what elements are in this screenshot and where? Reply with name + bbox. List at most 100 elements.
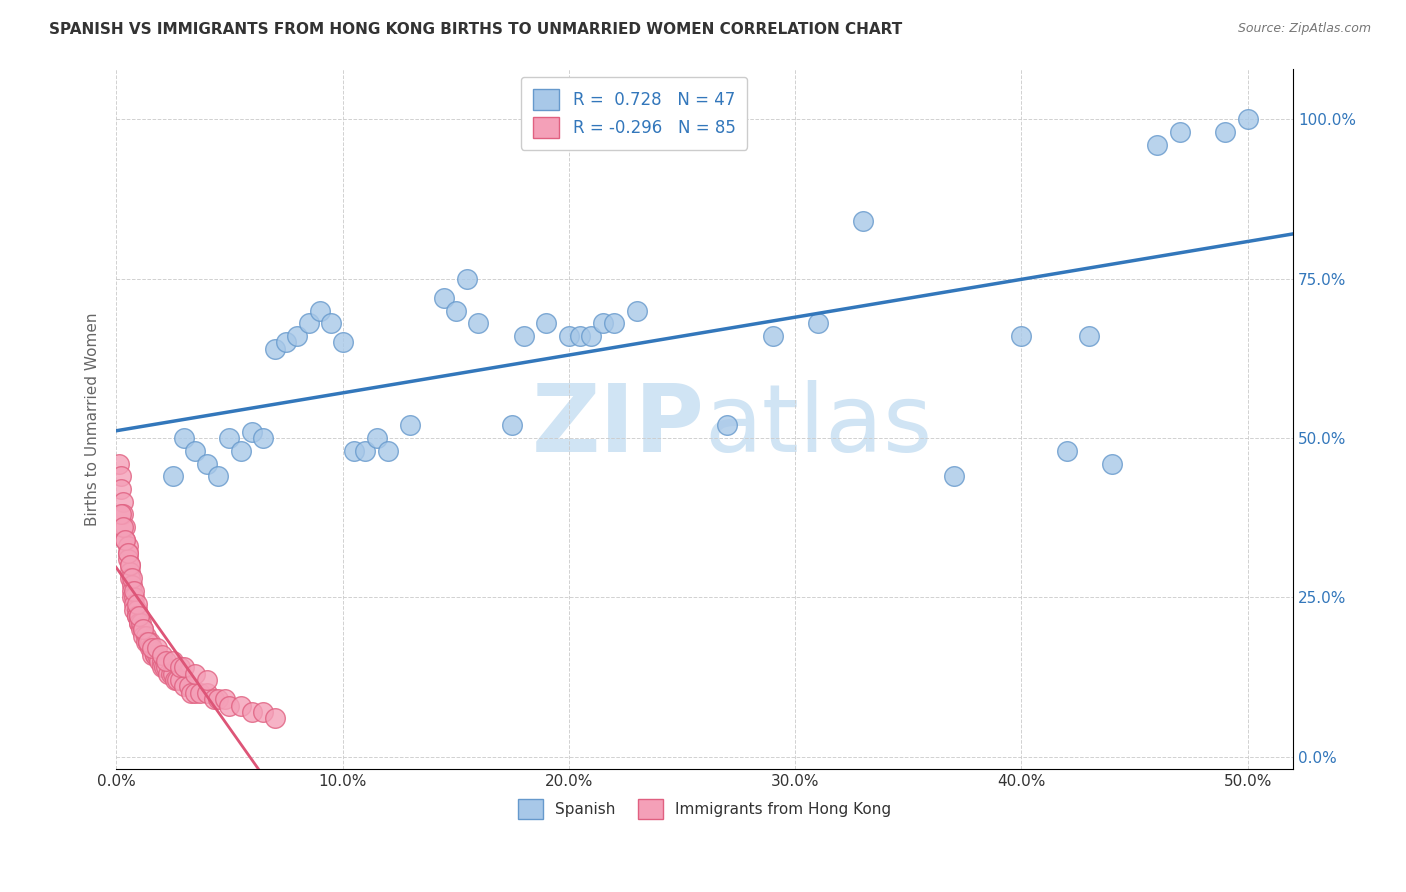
Point xyxy=(117,546,139,560)
Point xyxy=(146,648,169,662)
Point xyxy=(274,335,297,350)
Text: atlas: atlas xyxy=(704,380,932,472)
Point xyxy=(1236,112,1258,127)
Point xyxy=(112,508,135,522)
Point xyxy=(107,457,129,471)
Point xyxy=(173,431,195,445)
Point xyxy=(184,686,207,700)
Point xyxy=(162,654,184,668)
Point xyxy=(121,591,143,605)
Point xyxy=(399,418,422,433)
Point xyxy=(155,660,177,674)
Point xyxy=(165,673,187,687)
Point xyxy=(143,648,166,662)
Point xyxy=(184,443,207,458)
Point xyxy=(444,303,467,318)
Point xyxy=(218,431,240,445)
Point xyxy=(1010,329,1032,343)
Point xyxy=(534,317,557,331)
Point xyxy=(162,469,184,483)
Point xyxy=(569,329,592,343)
Point xyxy=(125,609,148,624)
Point xyxy=(202,692,225,706)
Point xyxy=(229,698,252,713)
Point xyxy=(125,597,148,611)
Point xyxy=(603,317,626,331)
Point xyxy=(321,317,343,331)
Point xyxy=(118,571,141,585)
Point xyxy=(558,329,581,343)
Point xyxy=(110,508,132,522)
Point xyxy=(207,469,229,483)
Point xyxy=(188,686,211,700)
Point xyxy=(214,692,236,706)
Point xyxy=(124,603,146,617)
Point xyxy=(229,443,252,458)
Point xyxy=(252,431,274,445)
Point xyxy=(467,317,489,331)
Point xyxy=(1213,125,1236,139)
Point xyxy=(456,272,478,286)
Point xyxy=(114,533,136,547)
Point xyxy=(124,597,146,611)
Point xyxy=(117,539,139,553)
Point xyxy=(309,303,332,318)
Point xyxy=(125,609,148,624)
Point xyxy=(155,654,177,668)
Point xyxy=(128,609,150,624)
Point xyxy=(141,641,163,656)
Point xyxy=(143,648,166,662)
Text: ZIP: ZIP xyxy=(531,380,704,472)
Point xyxy=(343,443,366,458)
Point xyxy=(195,673,218,687)
Point xyxy=(139,635,162,649)
Point xyxy=(366,431,388,445)
Y-axis label: Births to Unmarried Women: Births to Unmarried Women xyxy=(86,312,100,525)
Point xyxy=(150,648,173,662)
Point xyxy=(110,482,132,496)
Point xyxy=(146,641,169,656)
Point xyxy=(173,660,195,674)
Point xyxy=(1078,329,1101,343)
Point xyxy=(162,666,184,681)
Point xyxy=(139,641,162,656)
Point xyxy=(128,615,150,630)
Point xyxy=(166,673,188,687)
Point xyxy=(207,692,229,706)
Point xyxy=(1056,443,1078,458)
Point xyxy=(1168,125,1191,139)
Point xyxy=(263,711,285,725)
Point xyxy=(124,583,146,598)
Point xyxy=(114,520,136,534)
Point xyxy=(118,558,141,573)
Point xyxy=(240,705,263,719)
Point xyxy=(1146,138,1168,153)
Point xyxy=(180,686,202,700)
Point xyxy=(252,705,274,719)
Point xyxy=(626,303,648,318)
Point xyxy=(110,469,132,483)
Point xyxy=(581,329,603,343)
Point xyxy=(942,469,965,483)
Point xyxy=(112,494,135,508)
Point xyxy=(118,565,141,579)
Point xyxy=(177,680,200,694)
Point xyxy=(150,660,173,674)
Legend: Spanish, Immigrants from Hong Kong: Spanish, Immigrants from Hong Kong xyxy=(512,793,897,825)
Point xyxy=(117,552,139,566)
Point xyxy=(128,615,150,630)
Point xyxy=(118,558,141,573)
Point xyxy=(512,329,534,343)
Point xyxy=(152,660,174,674)
Point xyxy=(150,654,173,668)
Point xyxy=(354,443,377,458)
Point xyxy=(141,641,163,656)
Point xyxy=(114,533,136,547)
Point xyxy=(169,660,191,674)
Point xyxy=(141,648,163,662)
Point xyxy=(132,622,155,636)
Point xyxy=(195,686,218,700)
Point xyxy=(136,635,159,649)
Point xyxy=(807,317,830,331)
Point xyxy=(148,654,170,668)
